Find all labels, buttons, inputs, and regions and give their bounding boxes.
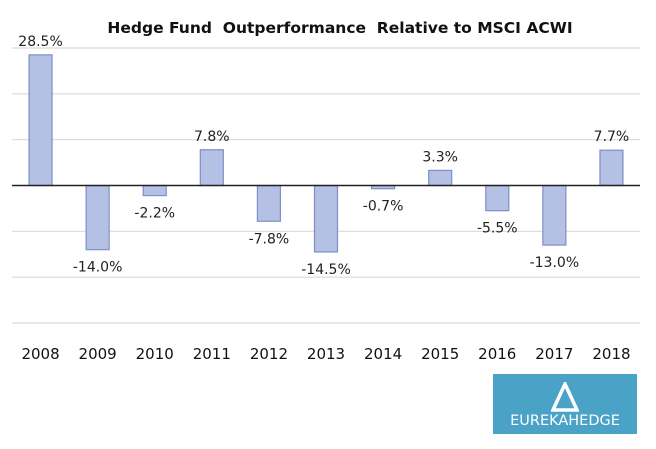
bar-2010: [142, 184, 167, 197]
eurekahedge-logo: EUREKAHEDGE: [493, 374, 637, 434]
logo-text: EUREKAHEDGE: [510, 413, 620, 429]
data-label-2014: -0.7%: [363, 199, 404, 215]
bar-2015: [428, 169, 453, 187]
bar-2011: [199, 149, 224, 187]
data-label-2015: 3.3%: [422, 149, 458, 165]
bar-2009: [85, 184, 110, 251]
data-label-2009: -14.0%: [73, 260, 123, 276]
data-label-2011: 7.8%: [194, 129, 230, 145]
data-label-2008: 28.5%: [18, 34, 62, 50]
x-tick-2010: 2010: [136, 345, 174, 363]
bar-2008: [28, 54, 53, 187]
bar-2016: [485, 184, 510, 212]
data-labels: 28.5% -14.0% -2.2% 7.8% -7.8% -14.5% -0.7% 3.3%…: [18, 34, 629, 278]
bar-2013: [313, 184, 339, 253]
x-tick-2014: 2014: [364, 345, 402, 363]
x-tick-2012: 2012: [250, 345, 288, 363]
x-tick-2009: 2009: [79, 345, 117, 363]
x-axis-ticks: 2008 2009 2010 2011 2012 2013 2014 2015 2016 2017…: [21, 345, 630, 363]
x-tick-2008: 2008: [21, 345, 59, 363]
data-label-2010: -2.2%: [134, 206, 175, 222]
x-tick-2017: 2017: [535, 345, 573, 363]
x-tick-2016: 2016: [478, 345, 516, 363]
x-tick-2018: 2018: [592, 345, 630, 363]
delta-triangle-icon: [551, 382, 579, 412]
x-tick-2013: 2013: [307, 345, 345, 363]
data-label-2016: -5.5%: [477, 221, 518, 237]
chart-title: Hedge Fund Outperformance Relative to MS…: [107, 19, 572, 37]
bar-2017: [542, 184, 567, 246]
bar-2018: [599, 149, 624, 187]
bars: [28, 54, 624, 253]
data-label-2013: -14.5%: [301, 262, 351, 278]
data-label-2017: -13.0%: [530, 255, 580, 271]
data-label-2018: 7.7%: [594, 129, 630, 145]
x-tick-2011: 2011: [193, 345, 231, 363]
x-tick-2015: 2015: [421, 345, 459, 363]
bar-2012: [256, 184, 282, 222]
data-label-2012: -7.8%: [249, 231, 290, 247]
